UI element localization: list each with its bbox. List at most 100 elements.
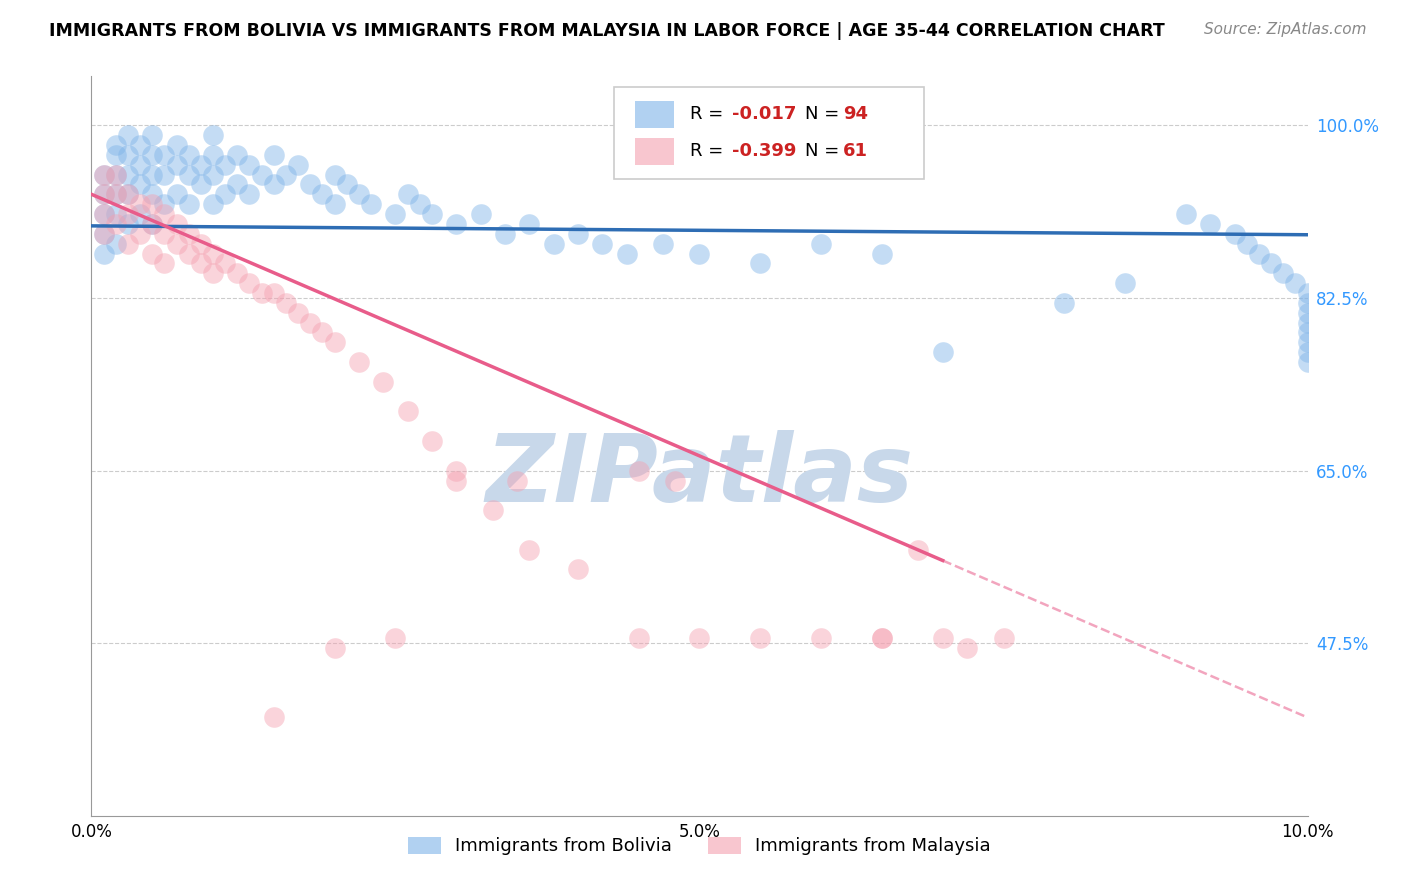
Point [177,246,200,260]
Point [153,256,176,270]
Point [153,227,176,241]
Point [1174,207,1197,221]
Point [627,464,650,478]
Point [141,246,163,260]
Bar [636,101,673,128]
Point [166,236,188,251]
Point [202,148,225,162]
Point [104,168,127,182]
Point [688,632,710,646]
Point [870,246,893,260]
Point [931,345,953,359]
Point [177,168,200,182]
Point [214,256,236,270]
Point [1272,266,1295,280]
Point [177,197,200,211]
Point [190,236,212,251]
Point [1053,296,1076,310]
Point [347,187,370,202]
Point [104,236,127,251]
Text: -0.399: -0.399 [733,143,797,161]
Point [274,296,297,310]
Point [129,197,152,211]
Point [1296,296,1319,310]
Point [93,207,115,221]
Text: 94: 94 [844,105,868,123]
Point [506,474,529,488]
Point [250,285,273,300]
Point [117,187,139,202]
Point [214,158,236,172]
Point [177,148,200,162]
Point [93,246,115,260]
Point [141,217,163,231]
Point [104,137,127,152]
Point [104,148,127,162]
Point [1284,276,1306,290]
Point [104,217,127,231]
Point [749,632,772,646]
Point [190,158,212,172]
Point [1236,236,1258,251]
Point [299,178,322,192]
Point [117,187,139,202]
Point [263,178,285,192]
Point [117,217,139,231]
Point [141,197,163,211]
Text: ZIPatlas: ZIPatlas [485,430,914,522]
Point [190,178,212,192]
Point [263,148,285,162]
Text: 61: 61 [844,143,868,161]
Point [494,227,516,241]
Text: N =: N = [806,143,845,161]
Point [93,187,115,202]
Point [226,148,249,162]
Point [627,632,650,646]
Point [141,217,163,231]
Point [93,187,115,202]
Point [153,148,176,162]
Point [129,227,152,241]
Point [323,168,346,182]
Point [444,217,467,231]
Point [141,168,163,182]
Point [931,632,953,646]
Point [1260,256,1282,270]
Point [567,227,589,241]
Point [616,246,638,260]
Point [250,168,273,182]
Point [311,187,333,202]
Point [749,256,772,270]
Point [1296,285,1319,300]
Point [226,178,249,192]
Point [202,246,225,260]
Point [347,355,370,369]
Point [420,207,443,221]
Text: Source: ZipAtlas.com: Source: ZipAtlas.com [1204,22,1367,37]
Point [907,542,929,557]
Point [688,246,710,260]
Point [444,464,467,478]
Point [177,227,200,241]
Point [396,187,419,202]
Point [810,632,832,646]
Point [299,316,322,330]
Point [470,207,492,221]
Legend: Immigrants from Bolivia, Immigrants from Malaysia: Immigrants from Bolivia, Immigrants from… [401,830,998,863]
Point [141,148,163,162]
Text: N =: N = [806,105,845,123]
Point [1296,326,1319,340]
Point [202,197,225,211]
Point [1296,306,1319,320]
Point [202,168,225,182]
Point [117,168,139,182]
Point [1223,227,1246,241]
Point [104,168,127,182]
Point [129,207,152,221]
Point [166,137,188,152]
Point [373,375,395,389]
Point [517,217,540,231]
Point [1296,345,1319,359]
Point [420,434,443,448]
Point [263,285,285,300]
